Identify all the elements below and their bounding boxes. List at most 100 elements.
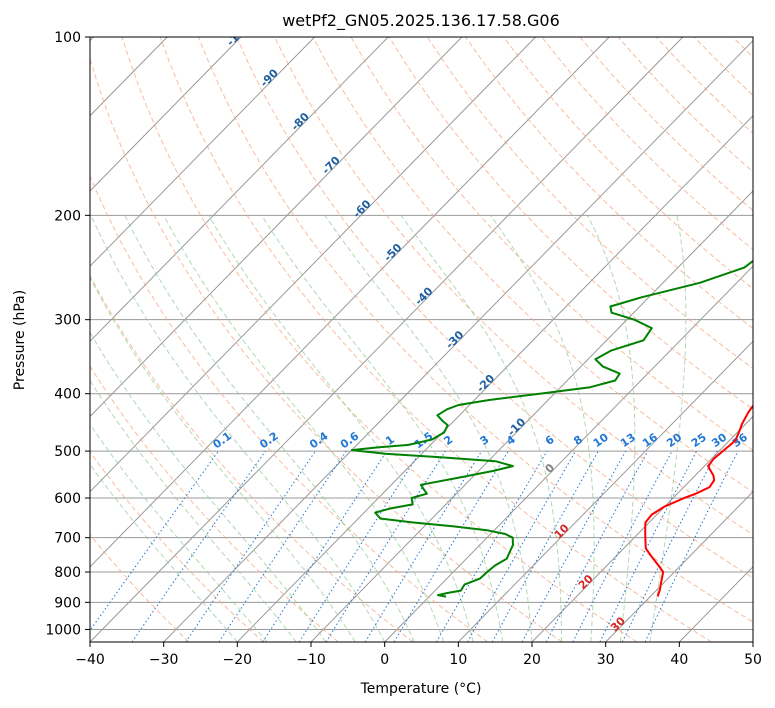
mixing-ratio-label: 20 (664, 430, 684, 450)
isotherm-line (90, 37, 389, 343)
y-tick-label: 500 (54, 444, 81, 460)
dry-adiabat (312, 37, 753, 493)
mixing-ratio-label: 0.2 (257, 429, 280, 451)
moist-adiabat (90, 215, 386, 642)
mixing-ratio-label: 8 (571, 433, 585, 448)
y-axis-ticks: 100 200 300 400 500 600 700 800 900 1000 (45, 30, 90, 638)
isotherm-label: -40 (412, 284, 435, 307)
y-tick-label: 100 (54, 30, 81, 46)
moist-adiabat (208, 215, 474, 642)
isotherm-label: 30 (608, 614, 628, 634)
dry-adiabat (197, 37, 753, 623)
dry-adiabat (426, 37, 753, 370)
dry-adiabat (90, 56, 563, 642)
isotherm-line (678, 566, 753, 642)
dry-adiabat (121, 37, 638, 642)
mixing-ratio-label: 10 (591, 430, 611, 450)
mixing-ratio-line (364, 450, 483, 642)
mixing-ratio-line (325, 450, 446, 642)
dry-adiabat (465, 37, 753, 329)
y-tick-label: 800 (54, 565, 81, 581)
isotherm-line (90, 37, 315, 267)
mixing-ratio-line (467, 450, 577, 642)
y-tick-label: 900 (54, 595, 81, 611)
mixing-ratio-line (521, 450, 627, 642)
dry-adiabat (503, 37, 753, 290)
mixing-ratio-label: 6 (543, 433, 557, 448)
isotherm-label: -20 (474, 372, 497, 395)
mixing-ratio-line (185, 450, 316, 642)
isotherm-line (90, 37, 242, 192)
isotherm-line (90, 37, 536, 493)
mixing-ratio-label: 2 (442, 433, 456, 448)
dry-adiabat (159, 37, 712, 642)
isotherm-label: 10 (552, 521, 572, 541)
x-tick-label: −40 (75, 652, 105, 668)
x-tick-label: −10 (296, 652, 326, 668)
chart-title: wetPf2_GN05.2025.136.17.58.G06 (282, 11, 560, 31)
mixing-ratio-label: 0.6 (338, 429, 362, 451)
dry-adiabat (655, 37, 753, 135)
moist-adiabat (90, 423, 268, 642)
moist-adiabat (90, 331, 327, 642)
background-lines (90, 37, 775, 642)
temperature-profile (644, 404, 753, 597)
moist-adiabat (649, 215, 687, 642)
x-tick-label: −30 (149, 652, 179, 668)
moist-adiabat (324, 215, 533, 642)
dry-adiabat (350, 37, 753, 451)
dry-adiabat (617, 37, 753, 173)
isotherm-label: -100 (224, 20, 253, 49)
isotherm-line (90, 37, 463, 418)
isotherm-label: 40 (646, 650, 666, 670)
y-tick-label: 200 (54, 208, 81, 224)
moist-adiabat (400, 215, 562, 642)
x-tick-label: 50 (744, 652, 762, 668)
isotherm-line (90, 37, 610, 568)
y-tick-label: 1000 (45, 622, 81, 638)
mixing-ratio-line (298, 450, 422, 642)
x-tick-label: 30 (597, 652, 615, 668)
mixing-ratio-label: 36 (730, 430, 750, 450)
dry-adiabat (771, 37, 775, 642)
mixing-ratio-line (545, 450, 649, 642)
profile-lines (350, 259, 753, 598)
mixing-ratio-line (599, 450, 698, 642)
isotherm-label: -70 (320, 154, 343, 177)
isotherm-line (163, 39, 753, 642)
x-tick-label: −20 (223, 652, 253, 668)
mixing-ratio-label: 3 (478, 433, 492, 448)
isotherm-label: -80 (289, 110, 312, 133)
dry-adiabat (732, 37, 753, 58)
x-axis-ticks: −40 −30 −20 −10 0 10 20 30 40 50 (75, 642, 762, 668)
mixing-ratio-line (90, 450, 220, 632)
dewpoint-profile (350, 259, 753, 598)
isotherm-line (531, 415, 753, 642)
y-tick-label: 400 (54, 387, 81, 403)
isotherm-label: -30 (443, 328, 466, 351)
mixing-ratio-line (491, 450, 599, 642)
dry-adiabat (388, 37, 753, 410)
mixing-ratio-label: 16 (640, 430, 660, 450)
mixing-ratio-line (572, 450, 673, 642)
moist-adiabat (490, 215, 595, 642)
isotherm-label: -50 (381, 241, 404, 264)
isotherm-line (752, 641, 753, 642)
mixing-ratio-label: 0.4 (307, 429, 331, 451)
moist-adiabat (587, 215, 636, 642)
isotherm-line (384, 265, 753, 642)
moist-adiabat (90, 276, 356, 642)
plot-frame (89, 36, 754, 643)
mixing-ratio-line (131, 450, 266, 642)
mixing-ratio-line (218, 450, 347, 642)
dry-adiabat (90, 451, 264, 642)
dry-adiabat (90, 533, 190, 642)
moist-adiabat (124, 215, 415, 642)
isotherm-label: -90 (258, 66, 281, 89)
x-tick-label: 10 (449, 652, 467, 668)
isotherm-line (236, 115, 753, 642)
moist-adiabat (90, 463, 238, 642)
isotherm-label: -60 (350, 197, 373, 220)
dry-adiabat (90, 274, 414, 642)
y-tick-label: 700 (54, 531, 81, 547)
